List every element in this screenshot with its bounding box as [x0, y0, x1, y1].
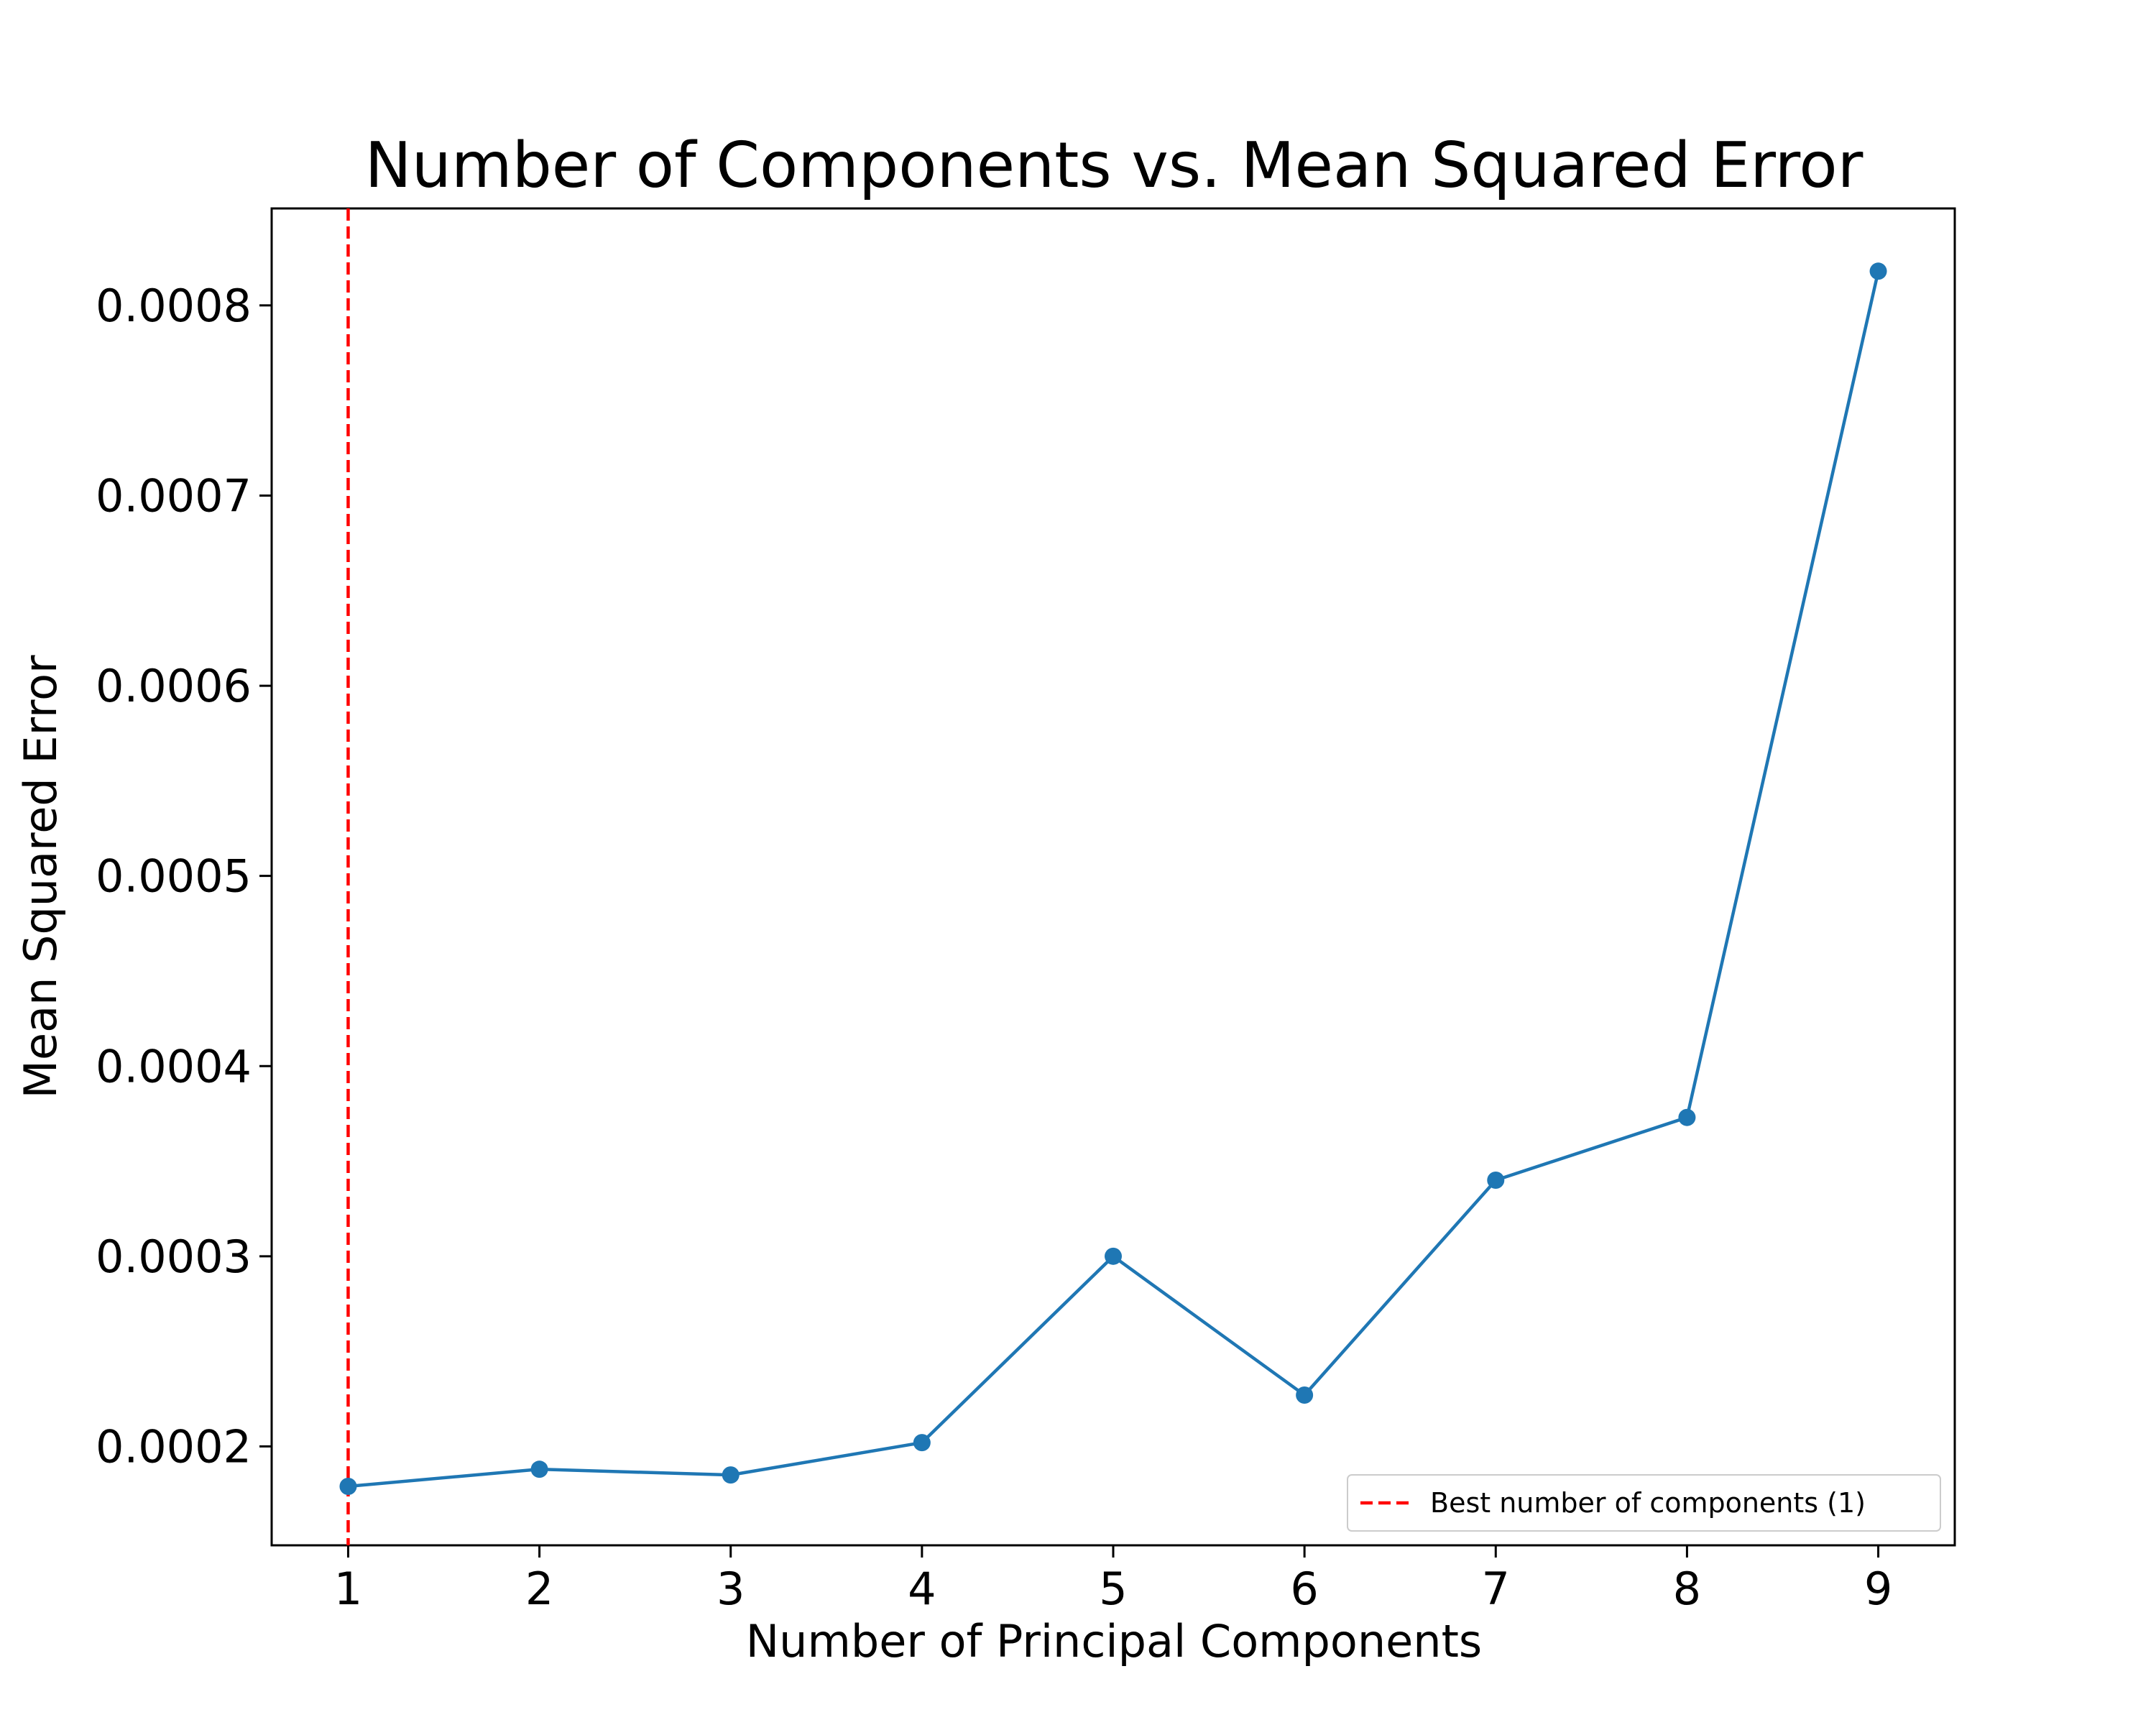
x-tick-label: 3 — [717, 1563, 745, 1615]
y-tick-label: 0.0002 — [96, 1420, 252, 1473]
plot-area: 1 2 3 4 5 6 7 8 9 0.0002 0.0003 0.0004 0.0005 0.0006 0… — [96, 207, 1956, 1615]
mse-data-point — [1869, 262, 1887, 280]
y-tick-label: 0.0006 — [96, 660, 252, 712]
mse-data-point — [913, 1434, 931, 1452]
x-tick-label: 7 — [1482, 1563, 1510, 1615]
y-tick-label: 0.0003 — [96, 1230, 252, 1283]
mse-data-point — [339, 1477, 357, 1495]
x-tick-label: 4 — [908, 1563, 936, 1615]
x-tick-label: 8 — [1673, 1563, 1701, 1615]
mse-data-point — [1105, 1247, 1122, 1265]
mse-data-point — [530, 1460, 548, 1478]
y-tick-label: 0.0005 — [96, 850, 252, 903]
y-tick-label: 0.0007 — [96, 470, 252, 523]
mse-data-point — [722, 1466, 740, 1484]
x-tick-label: 1 — [334, 1563, 362, 1615]
y-axis-label: Mean Squared Error — [14, 655, 67, 1099]
x-tick-label: 9 — [1864, 1563, 1892, 1615]
mse-data-point — [1487, 1172, 1505, 1190]
x-tick-label: 2 — [525, 1563, 553, 1615]
x-tick-label: 6 — [1290, 1563, 1318, 1615]
mse-data-point — [1678, 1108, 1696, 1126]
y-tick-label: 0.0008 — [96, 280, 252, 332]
x-axis-label: Number of Principal Components — [746, 1615, 1482, 1668]
mse-data-point — [1296, 1386, 1314, 1404]
y-tick-label: 0.0004 — [96, 1040, 252, 1092]
chart-title: Number of Components vs. Mean Squared Er… — [365, 129, 1864, 202]
legend-label: Best number of components (1) — [1430, 1487, 1866, 1519]
legend-box — [1347, 1474, 1941, 1532]
x-tick-label: 5 — [1099, 1563, 1127, 1615]
